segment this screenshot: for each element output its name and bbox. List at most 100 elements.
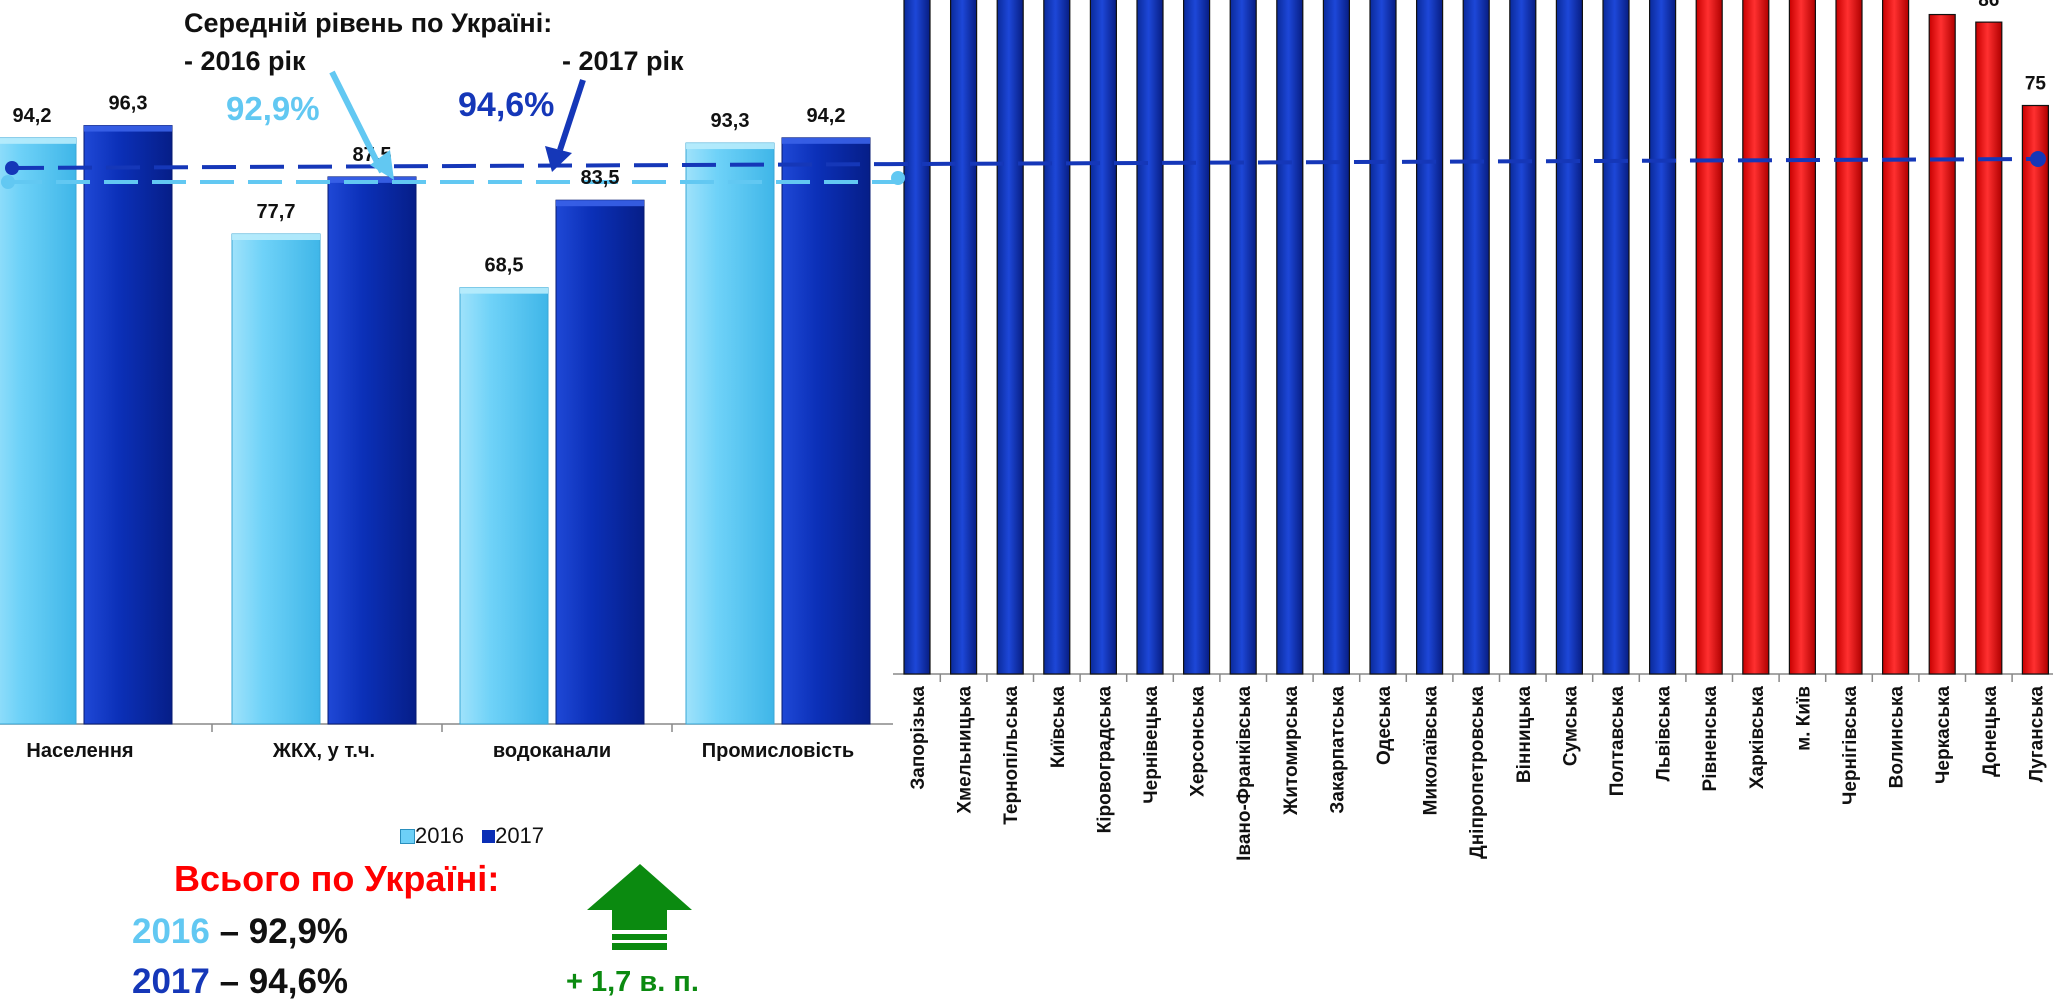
region-category-label: Харківська	[1747, 686, 1768, 790]
summary-2017: 2017 – 94,6%	[132, 962, 348, 1002]
region-category-label: Херсонська	[1188, 686, 1209, 797]
sector-category-label: Промисловість	[702, 740, 854, 762]
sector-bar-cap	[0, 137, 76, 144]
region-category-label: Вінницька	[1514, 686, 1535, 784]
region-category-label: Одеська	[1374, 686, 1395, 765]
average-2016-start-marker	[1, 175, 15, 189]
sector-value-label: 77,7	[257, 201, 296, 223]
region-category-label: Чернігівська	[1840, 686, 1861, 805]
region-bar	[1928, 13, 1956, 675]
region-category-label: Луганська	[2026, 686, 2047, 783]
region-bar	[1462, 0, 1490, 675]
sector-value-label: 94,2	[13, 105, 52, 127]
region-bar	[1835, 0, 1863, 675]
region-category-label: Волинська	[1887, 686, 1908, 789]
annotation-layer	[329, 70, 692, 950]
region-category-label: Миколаївська	[1421, 686, 1442, 816]
legend-label-2016: 2016	[415, 823, 464, 849]
up-arrow-stripe	[612, 930, 667, 934]
bars-layer	[0, 0, 2050, 725]
region-bar	[1695, 0, 1723, 675]
region-bar	[1742, 0, 1770, 675]
region-bar	[1229, 0, 1257, 675]
region-bar	[1788, 0, 1817, 675]
average-2017-end-marker	[2030, 151, 2046, 167]
legend-label-2017: 2017	[495, 823, 545, 849]
region-bar	[1509, 0, 1537, 675]
region-value-label: 87	[1932, 0, 1953, 4]
region-category-label: Хмельницька	[955, 686, 976, 814]
average-lines-layer	[1, 151, 2046, 189]
average-2017-caption: - 2017 рік	[562, 46, 684, 76]
region-bar	[1602, 0, 1630, 675]
region-category-label: Сумська	[1560, 686, 1581, 767]
arrow-2016-head	[370, 150, 394, 180]
region-category-label: Київська	[1048, 686, 1069, 769]
summary-2016-value: – 92,9%	[209, 912, 349, 951]
sector-bar-cap	[686, 143, 774, 150]
sector-bar-2017	[781, 137, 871, 725]
region-value-label: 86	[1978, 0, 1999, 11]
region-category-label: Чернівецька	[1141, 686, 1162, 804]
summary-2017-year: 2017	[132, 962, 210, 1001]
region-bar	[996, 0, 1024, 675]
region-category-label: Тернопільська	[1001, 686, 1022, 825]
region-bar	[903, 0, 931, 675]
region-bar	[1276, 0, 1304, 675]
region-category-label: Івано-Франківська	[1234, 686, 1255, 861]
average-2017-value: 94,6%	[458, 86, 555, 124]
summary-change: + 1,7 в. п.	[566, 966, 699, 998]
region-bar	[1089, 0, 1118, 675]
sector-bar-2017	[83, 125, 173, 725]
region-category-label: Черкаська	[1933, 686, 1954, 784]
region-category-label: Закарпатська	[1327, 686, 1348, 814]
sector-bar-2016	[0, 137, 77, 725]
region-bar	[1322, 0, 1351, 675]
summary-2017-value: – 94,6%	[209, 962, 349, 1001]
region-bar	[1415, 0, 1444, 675]
region-bar	[1182, 0, 1211, 675]
region-bar	[949, 0, 978, 675]
region-category-label: Запорізька	[908, 686, 929, 790]
region-bar	[1043, 0, 1071, 675]
legend: 2016 2017	[400, 822, 544, 849]
region-value-label: 75	[2025, 74, 2047, 95]
region-category-label: Кіровоградська	[1094, 686, 1115, 834]
region-category-label: Житомирська	[1281, 686, 1302, 816]
sector-category-label: Населення	[26, 740, 133, 762]
up-arrow-stripe	[612, 940, 667, 943]
up-arrow-icon	[587, 864, 692, 950]
sector-bar-cap	[556, 200, 644, 207]
arrow-2017-shaft	[557, 79, 586, 151]
sector-bar-cap	[84, 125, 172, 132]
summary-2016-year: 2016	[132, 912, 210, 951]
region-category-label: м. Київ	[1793, 686, 1814, 751]
region-category-label: Дніпропетровська	[1467, 686, 1488, 859]
summary-title: Всього по Україні:	[174, 858, 500, 899]
summary-2016: 2016 – 92,9%	[132, 912, 348, 952]
region-bar	[1369, 0, 1397, 675]
average-2016-end-marker	[891, 171, 905, 185]
sector-bar-cap	[328, 176, 416, 183]
sector-value-label: 96,3	[109, 93, 148, 115]
average-2017-start-marker	[5, 161, 19, 175]
average-line-2017	[9, 157, 2041, 170]
region-category-label: Полтавська	[1607, 686, 1628, 797]
average-title: Середній рівень по Україні:	[184, 8, 553, 38]
region-category-label: Львівська	[1654, 686, 1675, 782]
sector-value-label: 68,5	[485, 255, 524, 277]
sector-bar-cap	[460, 287, 548, 294]
region-category-label: Донецька	[1980, 686, 2001, 777]
average-2016-caption: - 2016 рік	[184, 46, 306, 76]
region-bar	[2021, 104, 2050, 675]
sector-bar-2017	[555, 199, 645, 725]
region-bar	[1555, 0, 1584, 675]
sector-bar-2016	[231, 233, 321, 725]
sector-bar-2016	[459, 287, 549, 725]
legend-swatch-2017	[482, 829, 496, 843]
sector-category-label: водоканали	[493, 740, 611, 762]
arrow-2016-shaft	[329, 70, 385, 174]
region-bar	[1136, 0, 1164, 675]
